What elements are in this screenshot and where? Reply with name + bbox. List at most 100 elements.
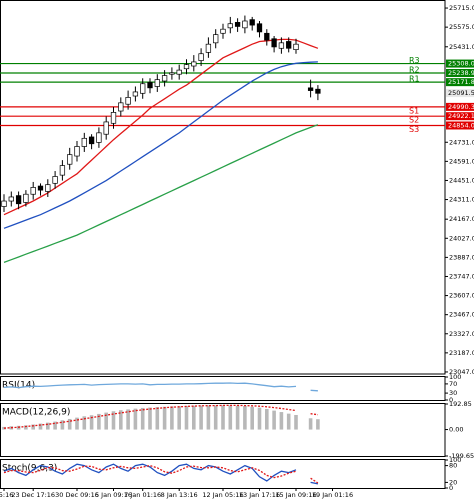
macd-bar	[250, 406, 254, 430]
price-label-box	[446, 89, 474, 98]
y-tick-label: 25431.0	[449, 43, 474, 51]
y-tick-label: 80	[449, 462, 457, 470]
panel-title: RSI(14)	[2, 381, 35, 391]
y-tick-label: 23187.0	[449, 349, 474, 357]
y-tick-label: 23327.0	[449, 330, 474, 338]
macd-bar	[308, 418, 313, 430]
candle-body	[169, 72, 175, 75]
x-tick-label: 7 Jan 01:16	[124, 491, 161, 499]
y-tick-label: 20	[449, 478, 457, 486]
candle-body	[198, 53, 204, 61]
candle-body	[161, 75, 168, 82]
macd-bar	[97, 413, 101, 430]
macd-bar	[206, 405, 211, 430]
candle-body	[110, 112, 117, 124]
indicator-line	[3, 463, 319, 485]
y-tick-label: 23747.0	[449, 272, 474, 280]
candle-body	[234, 22, 241, 27]
macd-bar	[177, 406, 181, 430]
level-label-box	[446, 112, 474, 121]
indicator-line	[3, 464, 319, 484]
candle-body	[242, 20, 248, 29]
y-tick-label: -199.65	[449, 452, 474, 460]
candle-body	[96, 132, 102, 143]
candle-body	[67, 154, 73, 165]
candle-body	[205, 43, 212, 53]
x-tick-label: 5 Jan 09:16	[95, 491, 132, 499]
moving-average	[3, 38, 319, 216]
level-label: 25238.9	[448, 69, 474, 77]
candle-body	[45, 184, 51, 192]
y-tick-label: 23887.0	[449, 253, 474, 261]
macd-bar	[272, 410, 276, 430]
macd-bar	[89, 415, 94, 430]
y-tick-label: 24167.0	[449, 215, 474, 223]
candle-body	[249, 19, 255, 26]
y-tick-label: 24027.0	[449, 234, 474, 242]
macd-bar	[184, 405, 189, 430]
level-label: 24854.0	[448, 121, 474, 129]
candle-body	[88, 136, 95, 145]
candle-body	[183, 64, 190, 70]
candle-body	[15, 195, 22, 205]
y-tick-label: 30	[449, 389, 457, 397]
macd-bar	[286, 413, 291, 430]
candle-body	[293, 43, 299, 50]
price-label: 25091.5	[448, 89, 474, 97]
macd-bar	[119, 410, 123, 430]
y-tick-label: 100	[449, 373, 461, 381]
macd-bar	[257, 407, 262, 430]
macd-bar	[235, 405, 240, 430]
moving-average	[3, 124, 319, 264]
level-name: S3	[409, 125, 419, 134]
signal-line	[3, 404, 318, 429]
candle-body	[191, 61, 197, 67]
candle-body	[59, 165, 66, 176]
y-tick-label: 25575.0	[449, 23, 474, 31]
level-label-box	[446, 68, 474, 77]
macd-bar	[155, 407, 160, 430]
level-name: R3	[409, 56, 420, 65]
x-tick-label: 05:16	[0, 491, 13, 499]
candle-body	[74, 146, 80, 157]
y-tick-label: 24451.0	[449, 176, 474, 184]
y-tick-label: 0	[449, 484, 453, 492]
x-tick-label: 23 Dec 17:16	[11, 491, 55, 499]
macd-bar	[38, 423, 43, 430]
y-tick-label: 23607.0	[449, 292, 474, 300]
macd-bar	[75, 417, 79, 430]
y-tick-label: 24311.0	[449, 196, 474, 204]
candle-body	[213, 34, 219, 44]
y-tick-label: 0.00	[449, 426, 463, 434]
y-tick-label: 25715.0	[449, 4, 474, 12]
macd-bar	[53, 421, 57, 430]
rsi-panel	[0, 376, 446, 401]
level-label-box	[446, 59, 474, 68]
macd-bar	[243, 405, 247, 430]
level-label: 25308.0	[448, 60, 474, 68]
level-label-box	[446, 121, 474, 130]
candle-body	[52, 176, 58, 184]
x-tick-label: 19 Jan 01:16	[312, 491, 353, 499]
stoch-panel	[0, 459, 446, 489]
y-tick-label: 70	[449, 380, 457, 388]
candle-body	[118, 102, 124, 112]
candle-body	[278, 42, 285, 49]
candle-body	[227, 23, 233, 29]
macd-bar	[140, 407, 145, 430]
candle-body	[103, 121, 109, 135]
macd-bar	[213, 405, 218, 430]
candle-body	[286, 41, 292, 49]
macd-bar	[104, 412, 108, 430]
macd-bar	[133, 408, 138, 430]
macd-bar	[126, 409, 130, 430]
macd-bar	[228, 405, 233, 430]
candle-body	[307, 87, 314, 91]
macd-bar	[82, 416, 87, 430]
level-name: S1	[409, 106, 419, 115]
level-label-box	[446, 102, 474, 111]
macd-bar	[192, 405, 196, 430]
x-tick-label: 12 Jan 05:16	[202, 491, 243, 499]
